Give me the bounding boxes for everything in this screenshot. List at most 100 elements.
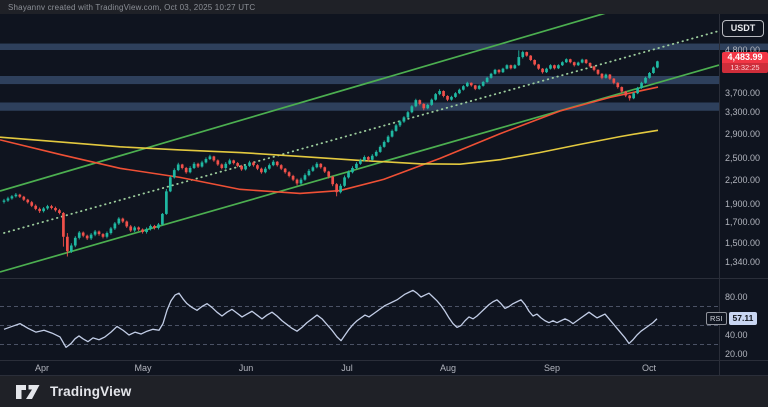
price-zone — [0, 43, 768, 50]
candle-body — [279, 165, 283, 169]
candle-body — [620, 87, 624, 92]
candle-body — [101, 234, 105, 237]
candle-body — [513, 65, 517, 69]
candle-body — [260, 168, 263, 173]
candle-body — [66, 236, 69, 252]
candle-body — [165, 191, 168, 214]
candle-body — [624, 91, 628, 96]
candle-body — [588, 62, 592, 67]
candle-body — [161, 213, 164, 225]
price-panel — [0, 14, 720, 273]
candle-body — [153, 225, 156, 228]
rsi-line — [3, 289, 658, 349]
candle-body — [537, 64, 540, 69]
currency-toggle-button[interactable]: USDT — [722, 20, 764, 37]
candle-body — [652, 67, 655, 73]
candle-body — [521, 52, 525, 58]
month-label: Jul — [341, 363, 353, 373]
candle-body — [636, 87, 639, 94]
candle-body — [244, 165, 247, 170]
candle-body — [541, 68, 544, 73]
rsi-value-badge: RSI 57.11 — [706, 312, 758, 325]
candle-body — [267, 165, 271, 169]
candle-body — [180, 164, 184, 168]
candle-body — [125, 221, 129, 227]
candle-body — [628, 95, 632, 99]
candle-body — [430, 99, 434, 105]
candle-body — [85, 235, 89, 239]
candle-body — [10, 196, 14, 199]
month-label: Oct — [641, 363, 656, 373]
candle-body — [224, 163, 228, 168]
candle-body — [18, 194, 22, 197]
candle-body — [612, 78, 616, 83]
candle-body — [454, 93, 457, 97]
candle-body — [592, 66, 596, 70]
candle-body — [553, 65, 556, 69]
candle-body — [458, 89, 461, 94]
support-resistance-zones — [0, 43, 768, 111]
candle-body — [410, 106, 414, 113]
price-axis-label: 1,700.00 — [725, 217, 761, 228]
candle-body — [93, 231, 97, 235]
candle-body — [236, 163, 239, 166]
candle-body — [275, 161, 279, 166]
candle-body — [438, 91, 441, 95]
candles-layer — [2, 50, 659, 257]
candle-body — [335, 184, 338, 193]
candle-body — [256, 165, 259, 169]
candle-body — [315, 163, 319, 168]
candle-body — [220, 164, 224, 168]
month-label: Apr — [34, 363, 49, 373]
candle-body — [370, 155, 374, 160]
candle-body — [228, 160, 232, 164]
candle-body — [248, 162, 251, 166]
candle-body — [561, 62, 564, 66]
candle-body — [271, 161, 275, 166]
candle-body — [355, 163, 358, 168]
candle-body — [442, 91, 445, 96]
candle-body — [77, 232, 81, 238]
candle-body — [402, 117, 406, 122]
rsi-panel — [0, 289, 720, 349]
candle-body — [157, 224, 160, 228]
candle-body — [434, 94, 437, 100]
candle-body — [109, 228, 113, 234]
candle-body — [584, 59, 588, 63]
candle-body — [648, 72, 651, 78]
attribution-bar: Shayannv created with TradingView.com, O… — [0, 0, 768, 14]
candle-body — [351, 167, 354, 173]
rsi-value-chip: 57.11 — [728, 312, 758, 325]
candle-body — [264, 168, 267, 173]
candle-body — [200, 162, 204, 167]
price-axis-label: 4,800.00 — [725, 45, 761, 55]
month-label: Sep — [543, 363, 560, 373]
candle-body — [572, 62, 576, 66]
candle-body — [303, 175, 307, 180]
candle-body — [6, 198, 10, 201]
month-label: Aug — [439, 363, 456, 373]
candle-body — [73, 237, 77, 246]
candle-body — [600, 73, 604, 78]
candle-body — [129, 226, 133, 231]
candle-body — [54, 207, 57, 211]
candle-body — [121, 218, 125, 222]
candle-body — [422, 103, 426, 109]
candle-body — [525, 52, 529, 56]
candle-body — [509, 65, 513, 69]
candle-body — [168, 177, 172, 192]
candle-body — [580, 59, 584, 63]
panel-separator[interactable] — [0, 278, 768, 279]
tradingview-logo-icon[interactable] — [16, 384, 42, 400]
price-axis-label: 3,300.00 — [725, 107, 761, 118]
candle-body — [632, 93, 635, 99]
price-axis-label: 1,900.00 — [725, 198, 761, 209]
candle-body — [596, 69, 600, 74]
tradingview-logo-text: TradingView — [50, 384, 132, 399]
candle-body — [418, 100, 422, 104]
price-zone — [0, 75, 720, 85]
candle-body — [58, 210, 61, 213]
